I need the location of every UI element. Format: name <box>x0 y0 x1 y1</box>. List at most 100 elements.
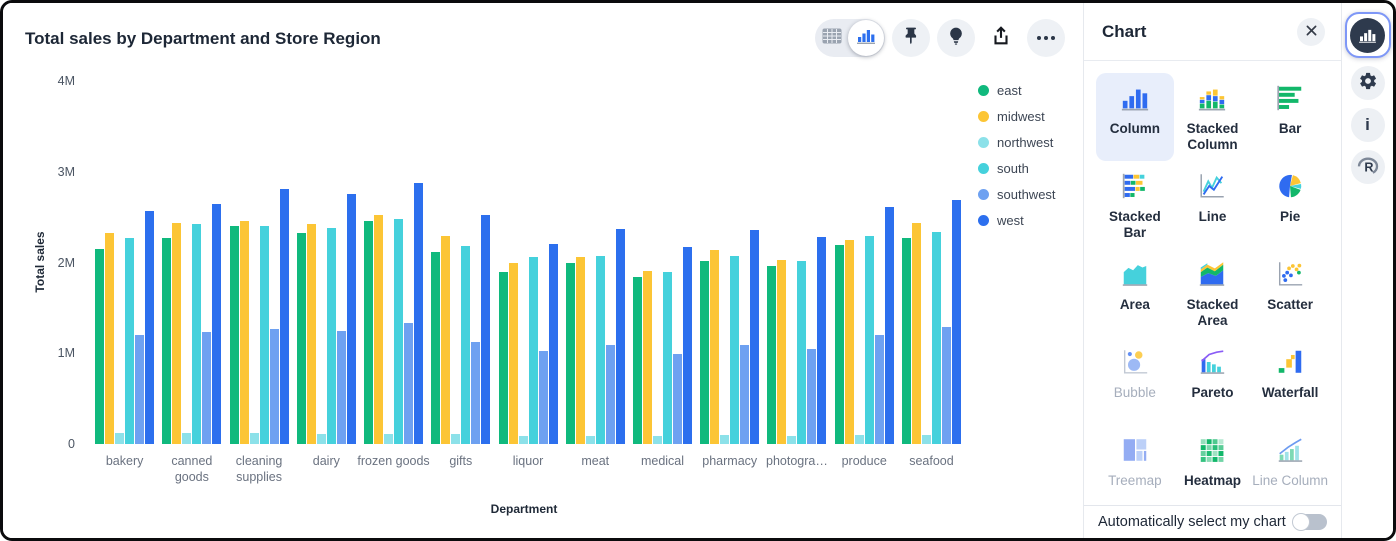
bar-midwest[interactable] <box>844 239 854 444</box>
bar-southwest[interactable] <box>740 345 750 444</box>
bar-south[interactable] <box>864 236 874 444</box>
chart-type-column[interactable]: Column <box>1096 73 1174 161</box>
chart-type-pareto[interactable]: Pareto <box>1174 337 1252 425</box>
bar-west[interactable] <box>750 229 760 444</box>
bar-south[interactable] <box>595 256 605 444</box>
bar-southwest[interactable] <box>605 345 615 444</box>
bar-east[interactable] <box>431 251 441 444</box>
bar-east[interactable] <box>498 271 508 444</box>
bar-west[interactable] <box>346 193 356 444</box>
rail-settings-button[interactable] <box>1350 66 1385 100</box>
bar-midwest[interactable] <box>239 220 249 444</box>
bar-west[interactable] <box>682 247 692 444</box>
bar-northwest[interactable] <box>249 433 259 444</box>
bar-east[interactable] <box>767 266 777 444</box>
bar-southwest[interactable] <box>807 348 817 444</box>
bar-south[interactable] <box>797 260 807 444</box>
chart-type-scatter[interactable]: Scatter <box>1251 249 1329 337</box>
bar-southwest[interactable] <box>874 335 884 444</box>
chart-type-waterfall[interactable]: Waterfall <box>1251 337 1329 425</box>
bar-south[interactable] <box>730 256 740 444</box>
bar-midwest[interactable] <box>575 257 585 444</box>
bar-northwest[interactable] <box>720 434 730 444</box>
auto-select-toggle[interactable] <box>1292 513 1327 531</box>
bar-south[interactable] <box>259 226 269 444</box>
rail-info-button[interactable]: i <box>1350 108 1385 142</box>
bar-east[interactable] <box>296 233 306 444</box>
bar-northwest[interactable] <box>115 433 125 444</box>
bar-midwest[interactable] <box>642 270 652 444</box>
bar-east[interactable] <box>834 245 844 444</box>
bar-southwest[interactable] <box>269 328 279 444</box>
bar-west[interactable] <box>548 244 558 444</box>
legend-item-southwest[interactable]: southwest <box>978 187 1056 202</box>
bar-midwest[interactable] <box>172 223 182 444</box>
pin-button[interactable] <box>892 19 930 57</box>
bar-northwest[interactable] <box>384 434 394 444</box>
bar-northwest[interactable] <box>518 435 528 444</box>
rail-r-button[interactable]: R <box>1350 150 1385 184</box>
chart-type-pie[interactable]: Pie <box>1251 161 1329 249</box>
insights-button[interactable] <box>937 19 975 57</box>
bar-midwest[interactable] <box>508 262 518 444</box>
bar-southwest[interactable] <box>471 342 481 444</box>
legend-item-south[interactable]: south <box>978 161 1056 176</box>
bar-southwest[interactable] <box>672 354 682 444</box>
bar-southwest[interactable] <box>941 326 951 444</box>
share-button[interactable] <box>982 19 1020 57</box>
bar-east[interactable] <box>565 263 575 444</box>
bar-midwest[interactable] <box>911 222 921 444</box>
legend-item-midwest[interactable]: midwest <box>978 109 1056 124</box>
bar-west[interactable] <box>481 215 491 444</box>
bar-west[interactable] <box>212 203 222 444</box>
legend-item-northwest[interactable]: northwest <box>978 135 1056 150</box>
bar-midwest[interactable] <box>710 249 720 444</box>
bar-midwest[interactable] <box>374 215 384 444</box>
bar-southwest[interactable] <box>336 331 346 444</box>
bar-west[interactable] <box>951 199 961 444</box>
bar-west[interactable] <box>615 228 625 444</box>
bar-east[interactable] <box>632 277 642 444</box>
bar-southwest[interactable] <box>404 323 414 444</box>
bar-northwest[interactable] <box>854 434 864 444</box>
bar-south[interactable] <box>461 246 471 444</box>
bar-northwest[interactable] <box>316 434 326 444</box>
legend-item-west[interactable]: west <box>978 213 1056 228</box>
chart-type-stacked-area[interactable]: Stacked Area <box>1174 249 1252 337</box>
chart-view-button[interactable] <box>848 20 884 56</box>
bar-west[interactable] <box>884 207 894 444</box>
bar-west[interactable] <box>145 210 155 444</box>
bar-midwest[interactable] <box>306 224 316 444</box>
bar-south[interactable] <box>662 271 672 444</box>
bar-east[interactable] <box>229 226 239 444</box>
bar-east[interactable] <box>364 220 374 444</box>
bar-south[interactable] <box>192 224 202 444</box>
bar-southwest[interactable] <box>538 351 548 444</box>
chart-type-stacked-bar[interactable]: Stacked Bar <box>1096 161 1174 249</box>
legend-item-east[interactable]: east <box>978 83 1056 98</box>
chart-type-stacked-column[interactable]: Stacked Column <box>1174 73 1252 161</box>
bar-east[interactable] <box>700 260 710 444</box>
bar-southwest[interactable] <box>135 335 145 444</box>
bar-south[interactable] <box>326 228 336 444</box>
chart-type-bar[interactable]: Bar <box>1251 73 1329 161</box>
more-options-button[interactable] <box>1027 19 1065 57</box>
bar-midwest[interactable] <box>777 259 787 444</box>
bar-midwest[interactable] <box>105 233 115 444</box>
bar-midwest[interactable] <box>441 236 451 444</box>
bar-south[interactable] <box>125 238 135 444</box>
bar-northwest[interactable] <box>921 434 931 444</box>
chart-type-area[interactable]: Area <box>1096 249 1174 337</box>
bar-east[interactable] <box>901 238 911 444</box>
bar-northwest[interactable] <box>451 434 461 444</box>
chart-type-line[interactable]: Line <box>1174 161 1252 249</box>
bar-west[interactable] <box>414 182 424 444</box>
bar-east[interactable] <box>162 238 172 444</box>
bar-southwest[interactable] <box>202 332 212 444</box>
bar-northwest[interactable] <box>652 435 662 444</box>
close-panel-button[interactable] <box>1297 17 1325 46</box>
bar-east[interactable] <box>95 248 105 444</box>
bar-west[interactable] <box>817 237 827 444</box>
chart-type-heatmap[interactable]: Heatmap <box>1174 425 1252 505</box>
bar-west[interactable] <box>279 189 289 444</box>
